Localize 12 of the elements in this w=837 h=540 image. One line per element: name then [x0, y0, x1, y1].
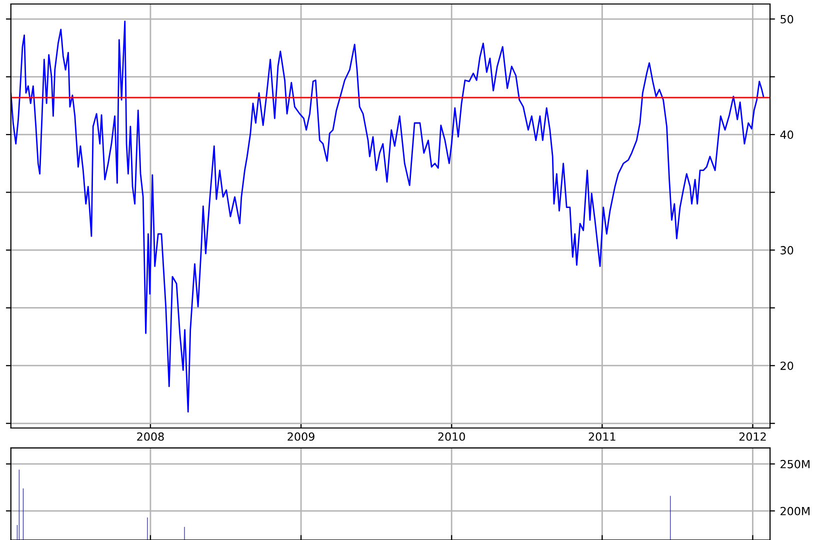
line-series — [10, 20, 764, 413]
x-tick-label: 2009 — [288, 432, 314, 441]
y-tick-label: 20 — [780, 362, 794, 370]
y-tick-label: 30 — [780, 246, 794, 254]
y-tick-label: 50 — [780, 14, 794, 24]
y-tick-label: 200M — [780, 506, 810, 516]
y-tick-label: 40 — [780, 130, 794, 139]
x-tick-label: 2010 — [438, 432, 465, 441]
y-tick-label: 250M — [780, 460, 810, 468]
x-tick-label: 2012 — [739, 432, 766, 441]
x-tick-label: 2008 — [137, 432, 164, 441]
x-tick-label: 2011 — [588, 432, 616, 441]
